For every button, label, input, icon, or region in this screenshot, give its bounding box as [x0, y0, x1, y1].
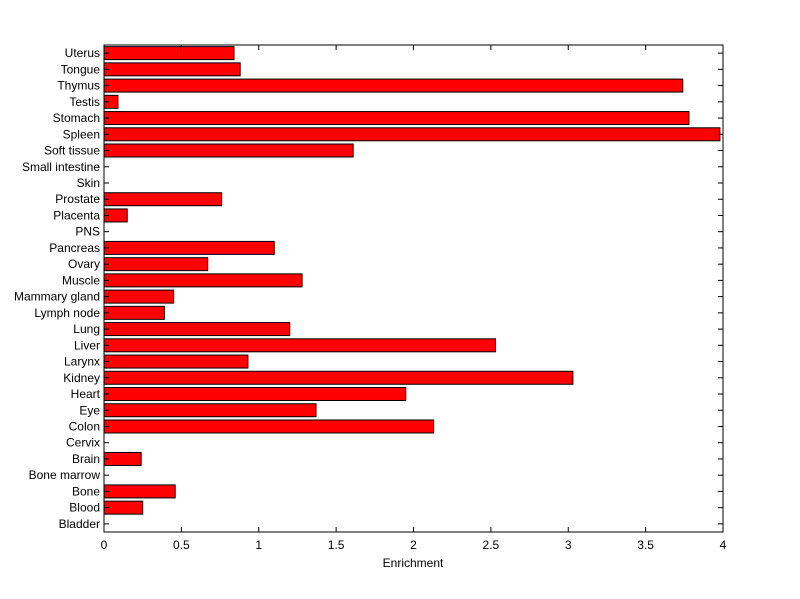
y-tick-label: Bone [72, 484, 100, 498]
ticks-group [103, 45, 724, 532]
y-tick-label: Larynx [64, 355, 100, 369]
y-tick-label: Lymph node [34, 306, 100, 320]
bar-spleen [103, 127, 721, 142]
bar-prostate [103, 192, 223, 207]
y-tick-label: PNS [75, 225, 100, 239]
y-tick-label: Blood [69, 501, 100, 515]
bar-tongue [103, 62, 241, 77]
y-tick-label: Bladder [59, 517, 100, 531]
y-tick-label: Placenta [53, 208, 100, 222]
bar-eye [103, 403, 317, 418]
y-tick-label: Prostate [55, 192, 100, 206]
x-tick-label: 2.5 [483, 538, 500, 552]
y-tick-label: Pancreas [49, 241, 100, 255]
bar-heart [103, 387, 407, 402]
y-tick-label: Colon [69, 419, 100, 433]
y-tick-label: Skin [77, 176, 100, 190]
bar-stomach [103, 111, 690, 126]
y-tick-label: Ovary [68, 257, 100, 271]
bar-lymph-node [103, 305, 165, 320]
bar-ovary [103, 257, 209, 272]
x-tick-label: 4 [720, 538, 727, 552]
y-tick-label: Tongue [61, 62, 101, 76]
y-tick-label: Lung [73, 322, 100, 336]
bar-brain [103, 451, 142, 466]
x-tick-label: 3 [565, 538, 572, 552]
y-tick-label: Soft tissue [44, 144, 100, 158]
y-tick-label: Stomach [53, 111, 100, 125]
y-tick-label: Bone marrow [29, 468, 101, 482]
y-tick-label: Small intestine [22, 160, 100, 174]
bar-muscle [103, 273, 303, 288]
x-tick-label: 0 [101, 538, 108, 552]
bar-larynx [103, 354, 249, 369]
y-tick-label: Liver [74, 338, 100, 352]
y-tick-label: Thymus [57, 79, 100, 93]
x-tick-label: 1.5 [328, 538, 345, 552]
y-tick-label: Brain [72, 452, 100, 466]
y-tick-label: Testis [69, 95, 100, 109]
x-tick-label: 2 [410, 538, 417, 552]
bar-uterus [103, 46, 235, 61]
y-tick-label: Muscle [62, 273, 100, 287]
y-tick-label: Mammary gland [14, 290, 100, 304]
bar-blood [103, 500, 144, 515]
bar-kidney [103, 370, 574, 385]
y-tick-label: Kidney [63, 371, 100, 385]
bar-pancreas [103, 240, 275, 255]
y-tick-label: Spleen [63, 127, 100, 141]
bar-liver [103, 338, 497, 353]
y-tick-label: Cervix [66, 436, 100, 450]
x-tick-label: 0.5 [173, 538, 190, 552]
y-tick-label: Eye [79, 403, 100, 417]
x-tick-label: 1 [255, 538, 262, 552]
y-tick-label: Heart [71, 387, 101, 401]
x-axis-label: Enrichment [383, 556, 444, 570]
bar-bone [103, 484, 176, 499]
y-tick-labels: Uterus Tongue Thymus Testis Stomach Spleen Sof… [14, 46, 101, 531]
x-tick-labels: 0 0.5 1 1.5 2 2.5 3 3.5 4 [101, 538, 727, 552]
bar-thymus [103, 78, 684, 93]
bar-lung [103, 322, 291, 337]
bar-mammary-gland [103, 289, 175, 304]
bar-soft-tissue [103, 143, 354, 158]
bar-colon [103, 419, 435, 434]
x-tick-label: 3.5 [637, 538, 654, 552]
y-tick-label: Uterus [65, 46, 100, 60]
